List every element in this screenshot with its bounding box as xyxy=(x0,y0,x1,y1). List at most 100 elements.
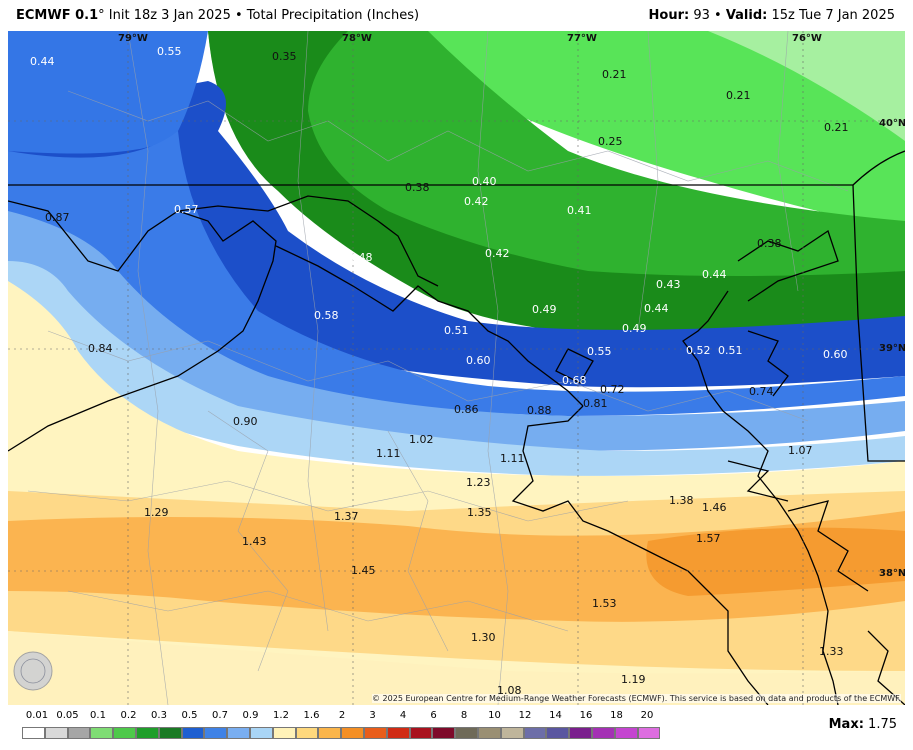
precip-value: 0.41 xyxy=(567,204,592,217)
legend-tick: 1.6 xyxy=(303,710,320,721)
legend-swatch xyxy=(135,727,159,739)
max-label: Max: xyxy=(828,717,864,732)
legend-swatch xyxy=(227,727,250,739)
run-info: Init 18z 3 Jan 2025 • Total Precipitatio… xyxy=(104,8,420,23)
precip-value: 0.84 xyxy=(88,342,113,355)
precip-value: 0.44 xyxy=(644,302,669,315)
precip-value: 1.33 xyxy=(819,645,844,658)
band-deep-orange xyxy=(646,527,905,596)
precip-value: 0.87 xyxy=(45,211,70,224)
legend-tick: 0.01 xyxy=(25,710,49,721)
chesapeake-east xyxy=(682,290,839,705)
legend-swatch xyxy=(181,727,205,739)
lon-label-79: 79°W xyxy=(118,33,148,44)
legend-swatch xyxy=(158,727,182,739)
legend-tick: 8 xyxy=(460,710,468,721)
bay-inlets xyxy=(727,229,869,592)
precip-value: 0.81 xyxy=(583,397,608,410)
precip-value: 0.88 xyxy=(527,404,552,417)
legend-tick: 16 xyxy=(579,710,593,721)
legend-tick: 18 xyxy=(610,710,623,721)
precip-value: 0.72 xyxy=(600,383,625,396)
chesapeake-west xyxy=(511,405,769,705)
legend-tick: 0.7 xyxy=(212,710,228,721)
precip-value: 1.46 xyxy=(702,501,727,514)
lat-label-38: 38°N xyxy=(879,568,905,579)
map-title: ECMWF 0.1° Init 18z 3 Jan 2025 • Total P… xyxy=(16,8,419,23)
delaware-arc xyxy=(852,150,905,186)
legend-swatch xyxy=(295,727,319,739)
precip-value: 0.25 xyxy=(598,135,623,148)
precip-value: 1.11 xyxy=(376,447,401,460)
legend-tick: 0.3 xyxy=(151,710,167,721)
band-blue xyxy=(8,31,208,154)
legend-swatch xyxy=(477,727,501,739)
model-name: ECMWF 0.1 xyxy=(16,8,99,23)
precip-value: 1.35 xyxy=(467,506,492,519)
precip-value: 0.90 xyxy=(233,415,258,428)
precip-value: 0.35 xyxy=(272,50,297,63)
lon-label-78: 78°W xyxy=(342,33,372,44)
precip-value: 0.40 xyxy=(472,175,497,188)
delaware-border xyxy=(852,184,905,462)
precip-value: 0.55 xyxy=(587,345,612,358)
weatherbell-logo xyxy=(13,651,53,691)
precip-value: 1.29 xyxy=(144,506,169,519)
precip-value: 1.02 xyxy=(409,433,434,446)
legend-swatch xyxy=(614,727,638,739)
degree-symbol: ° xyxy=(98,8,105,23)
precip-value: 1.37 xyxy=(334,510,359,523)
band-blue-2 xyxy=(8,131,905,416)
legend-swatch xyxy=(272,727,296,739)
legend-swatch xyxy=(67,727,91,739)
legend-swatch xyxy=(523,727,547,739)
legend-swatch xyxy=(363,727,387,739)
precip-value: 0.43 xyxy=(656,278,681,291)
legend-tick: 4 xyxy=(399,710,407,721)
county-lines xyxy=(27,31,849,705)
legend-tick: 0.1 xyxy=(90,710,106,721)
precip-value: 0.52 xyxy=(686,344,711,357)
band-dark-green xyxy=(208,31,905,337)
legend-swatch xyxy=(90,727,114,739)
legend-tick: 0.2 xyxy=(120,710,137,721)
legend-swatch xyxy=(409,727,433,739)
precip-value: 0.57 xyxy=(174,203,199,216)
legend-swatch xyxy=(249,727,273,739)
precip-value: 1.53 xyxy=(592,597,617,610)
precip-value: 0.74 xyxy=(749,385,774,398)
precip-value: 1.08 xyxy=(497,684,522,697)
precip-value: 0.51 xyxy=(718,344,743,357)
hour-value: 93 • xyxy=(689,8,726,23)
precip-value: 0.44 xyxy=(702,268,727,281)
band-pale-blue xyxy=(8,261,905,476)
lon-label-76: 76°W xyxy=(792,33,822,44)
legend-swatch xyxy=(637,727,661,739)
precip-value: 0.38 xyxy=(405,181,430,194)
state-borders xyxy=(8,150,905,705)
precip-value: 1.57 xyxy=(696,532,721,545)
precip-value: 0.49 xyxy=(622,322,647,335)
precip-value: 0.86 xyxy=(454,403,479,416)
map-canvas: 79°W 78°W 77°W 76°W 40°N 39°N 38°N 0.44 … xyxy=(8,31,905,705)
band-light-blue xyxy=(8,211,905,451)
precip-value: 0.42 xyxy=(485,247,510,260)
precip-value: 0.49 xyxy=(532,303,557,316)
legend-swatch xyxy=(569,727,592,739)
ecmwf-credit: © 2025 European Centre for Medium-Range … xyxy=(372,694,901,703)
wv-md-border xyxy=(275,245,584,407)
legend-tick: 0.9 xyxy=(242,710,259,721)
legend-tick: 0.5 xyxy=(181,710,198,721)
valid-label: Valid: xyxy=(725,8,768,23)
precip-value: 0.44 xyxy=(30,55,55,68)
precip-value: 0.21 xyxy=(824,121,849,134)
valid-value: 15z Tue 7 Jan 2025 xyxy=(767,8,895,23)
precipitation-map: 79°W 78°W 77°W 76°W 40°N 39°N 38°N 0.44 … xyxy=(8,31,905,705)
legend-swatch xyxy=(386,727,410,739)
max-value: Max: 1.75 xyxy=(829,717,897,732)
legend-tick: 3 xyxy=(369,710,376,721)
legend-swatch xyxy=(318,727,342,739)
precip-value: 1.45 xyxy=(351,564,376,577)
virginia-southern-ext xyxy=(867,630,905,705)
legend-tick: 6 xyxy=(430,710,437,721)
